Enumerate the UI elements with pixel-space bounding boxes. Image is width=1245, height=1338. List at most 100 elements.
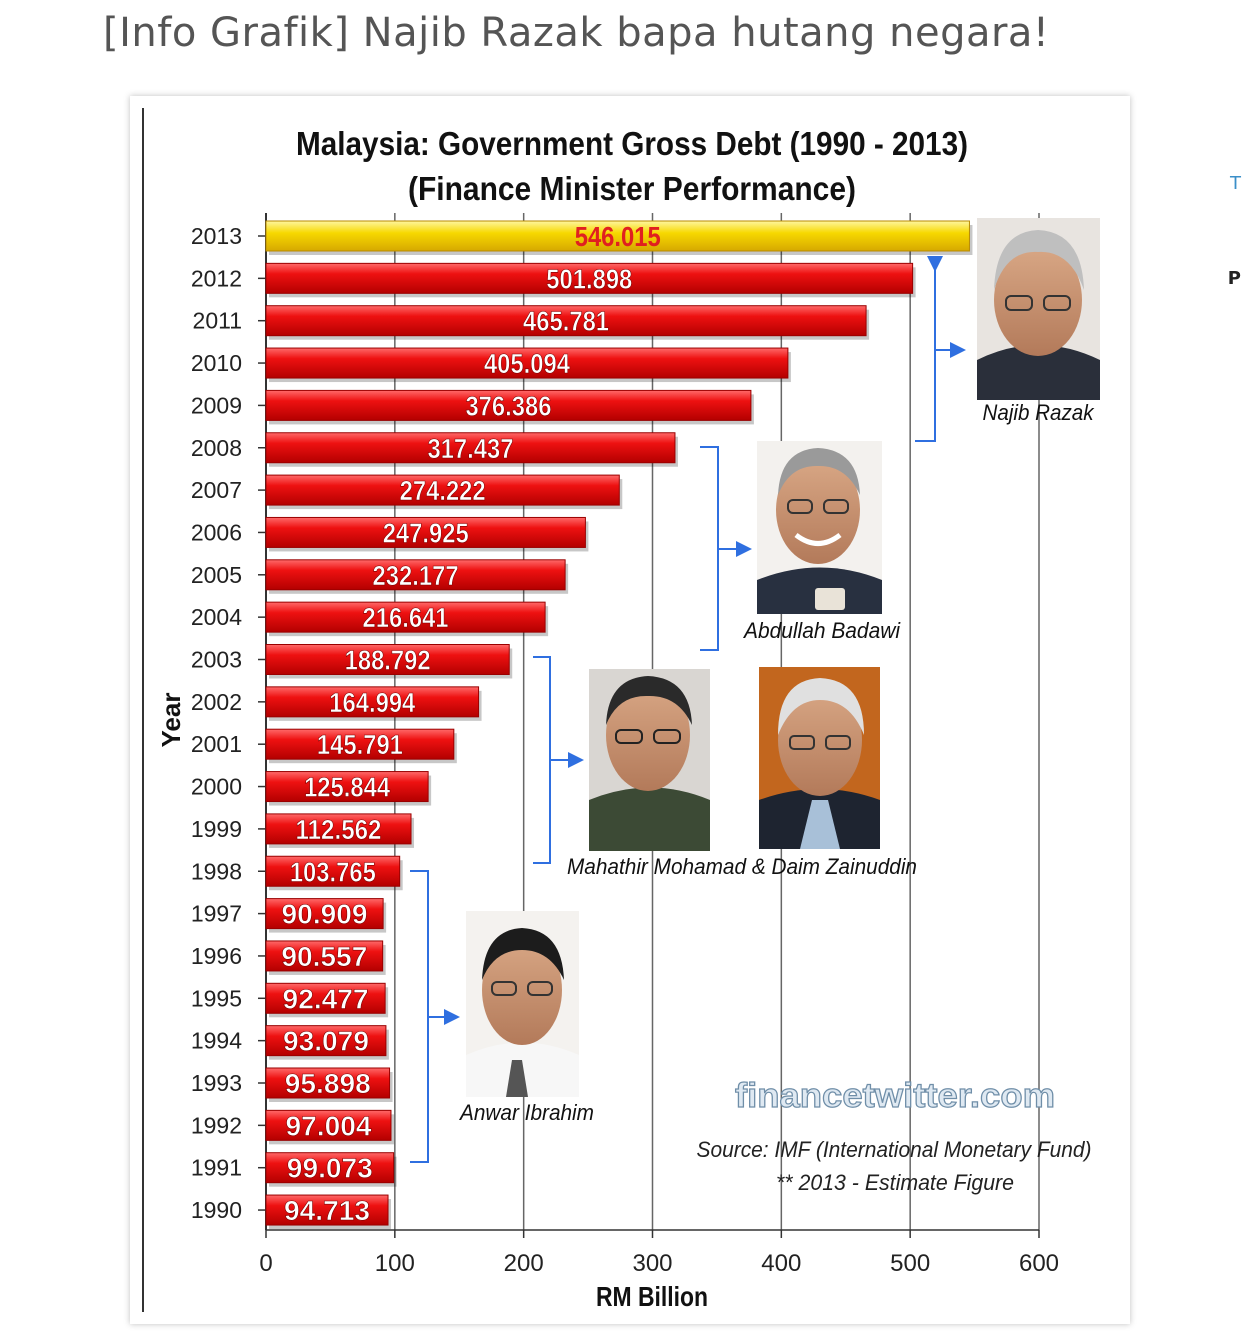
y-tick-label-2011: 2011	[193, 308, 242, 334]
bar-2004	[265, 601, 546, 633]
data-label-2003: 188.792	[345, 645, 431, 676]
bar-2013	[265, 220, 970, 252]
bar-2007	[265, 474, 620, 506]
abdullah-badawi-portrait	[757, 441, 882, 614]
bar-2005	[265, 559, 566, 591]
bar-1992	[265, 1109, 392, 1141]
bar-2010	[265, 347, 789, 379]
y-tick-label-2010: 2010	[191, 350, 242, 376]
y-tick-labels: 2013 2012 2011 2010 2009 2008 2007 2006 2005 2004…	[191, 223, 242, 1223]
bar-1993	[265, 1067, 391, 1099]
bar-2008	[265, 432, 676, 464]
mahathir-mohamad-portrait	[589, 669, 710, 851]
estimate-note: ** 2013 - Estimate Figure	[776, 1170, 1014, 1195]
data-label-2001: 145.791	[317, 729, 403, 760]
y-axis-label: Year	[156, 693, 186, 748]
y-tick-label-2013: 2013	[191, 223, 242, 249]
y-tick-label-2005: 2005	[191, 562, 242, 588]
x-tick-label: 0	[259, 1250, 272, 1277]
data-label-2006: 247.925	[383, 517, 469, 548]
minister-label-anwar: Anwar Ibrahim	[458, 1100, 594, 1125]
financetwitter-watermark: financetwitter.com	[735, 1077, 1055, 1115]
source-note: Source: IMF (International Monetary Fund…	[697, 1137, 1092, 1162]
bar-2009	[265, 389, 752, 421]
data-label-1997: 90.909	[282, 899, 368, 930]
data-label-2009: 376.386	[465, 390, 551, 421]
page-title: [Info Grafik] Najib Razak bapa hutang ne…	[103, 10, 1050, 56]
x-tick-label: 200	[504, 1250, 544, 1277]
bar-2012	[265, 262, 914, 294]
data-label-1999: 112.562	[296, 814, 382, 845]
y-tick-label-1996: 1996	[191, 943, 242, 969]
data-label-1994: 93.079	[283, 1026, 369, 1057]
anwar-ibrahim-portrait	[466, 911, 579, 1097]
data-label-2002: 164.994	[329, 687, 415, 718]
y-tick-label-2000: 2000	[191, 774, 242, 800]
y-tick-label-1992: 1992	[191, 1112, 242, 1138]
data-label-2013: 546.015	[575, 221, 661, 252]
data-label-2005: 232.177	[373, 560, 459, 591]
minister-label-najib: Najib Razak	[983, 400, 1095, 425]
data-label-2011: 465.781	[523, 306, 609, 337]
x-tick-label: 500	[890, 1250, 930, 1277]
najib-razak-portrait	[977, 218, 1100, 400]
y-tick-label-2008: 2008	[191, 435, 242, 461]
y-tick-label-2002: 2002	[191, 689, 242, 715]
bar-2006	[265, 516, 586, 548]
data-label-2008: 317.437	[427, 433, 513, 464]
data-label-1991: 99.073	[287, 1153, 373, 1184]
mahathir-bracket	[533, 656, 584, 864]
y-tick-label-1999: 1999	[191, 816, 242, 842]
data-label-2007: 274.222	[400, 475, 486, 506]
najib-bracket	[915, 256, 966, 442]
anwar-bracket	[410, 870, 460, 1163]
bar-1996	[265, 940, 384, 972]
data-label-1993: 95.898	[285, 1068, 371, 1099]
y-tick-label-1997: 1997	[191, 901, 242, 927]
bar-2002	[265, 686, 480, 718]
bar-2001	[265, 728, 455, 760]
bars-group: 546.015 501.898 465.781 405.094 376.386 317.4…	[265, 220, 973, 1230]
y-tick-label-1993: 1993	[191, 1070, 242, 1096]
x-axis-label: RM Billion	[596, 1281, 708, 1312]
bar-1991	[265, 1152, 395, 1184]
bar-2000	[265, 771, 429, 803]
y-tick-label-2007: 2007	[191, 477, 242, 503]
side-text-fragment: P	[1227, 268, 1241, 289]
y-tick-label-1998: 1998	[191, 858, 242, 884]
x-tick-label: 600	[1019, 1250, 1059, 1277]
daim-zainuddin-portrait	[759, 667, 880, 849]
y-tick-label-1990: 1990	[191, 1197, 242, 1223]
side-link-fragment[interactable]: T	[1230, 173, 1241, 194]
y-tick-label-2012: 2012	[191, 265, 242, 291]
x-tick-labels: 0 100 200 300 400 500 600	[259, 1250, 1059, 1277]
data-label-2012: 501.898	[546, 263, 632, 294]
bar-1994	[265, 1025, 387, 1057]
data-label-2010: 405.094	[484, 348, 570, 379]
bar-1998	[265, 855, 401, 887]
y-tick-label-1994: 1994	[191, 1028, 242, 1054]
bar-2003	[265, 644, 510, 675]
y-tick-label-1991: 1991	[191, 1155, 242, 1181]
data-label-1996: 90.557	[281, 941, 367, 972]
bar-2011	[265, 305, 867, 337]
y-tick-label-2009: 2009	[191, 392, 242, 418]
x-tick-label: 400	[761, 1250, 801, 1277]
y-tick-label-1995: 1995	[191, 985, 242, 1011]
data-label-2000: 125.844	[304, 772, 390, 803]
data-label-1992: 97.004	[285, 1110, 371, 1141]
bar-1999	[265, 813, 412, 845]
bar-1990	[265, 1194, 389, 1226]
x-tick-label: 300	[632, 1250, 672, 1277]
y-tick-label-2003: 2003	[191, 647, 242, 673]
data-label-1998: 103.765	[290, 856, 376, 887]
y-tick-label-2006: 2006	[191, 519, 242, 545]
minister-label-badawi: Abdullah Badawi	[742, 618, 901, 643]
data-label-1995: 92.477	[283, 983, 369, 1014]
chart-subtitle: (Finance Minister Performance)	[408, 170, 856, 207]
bar-1995	[265, 982, 386, 1014]
bar-1997	[265, 898, 384, 930]
y-tick-label-2004: 2004	[191, 604, 242, 630]
badawi-bracket	[700, 446, 752, 651]
